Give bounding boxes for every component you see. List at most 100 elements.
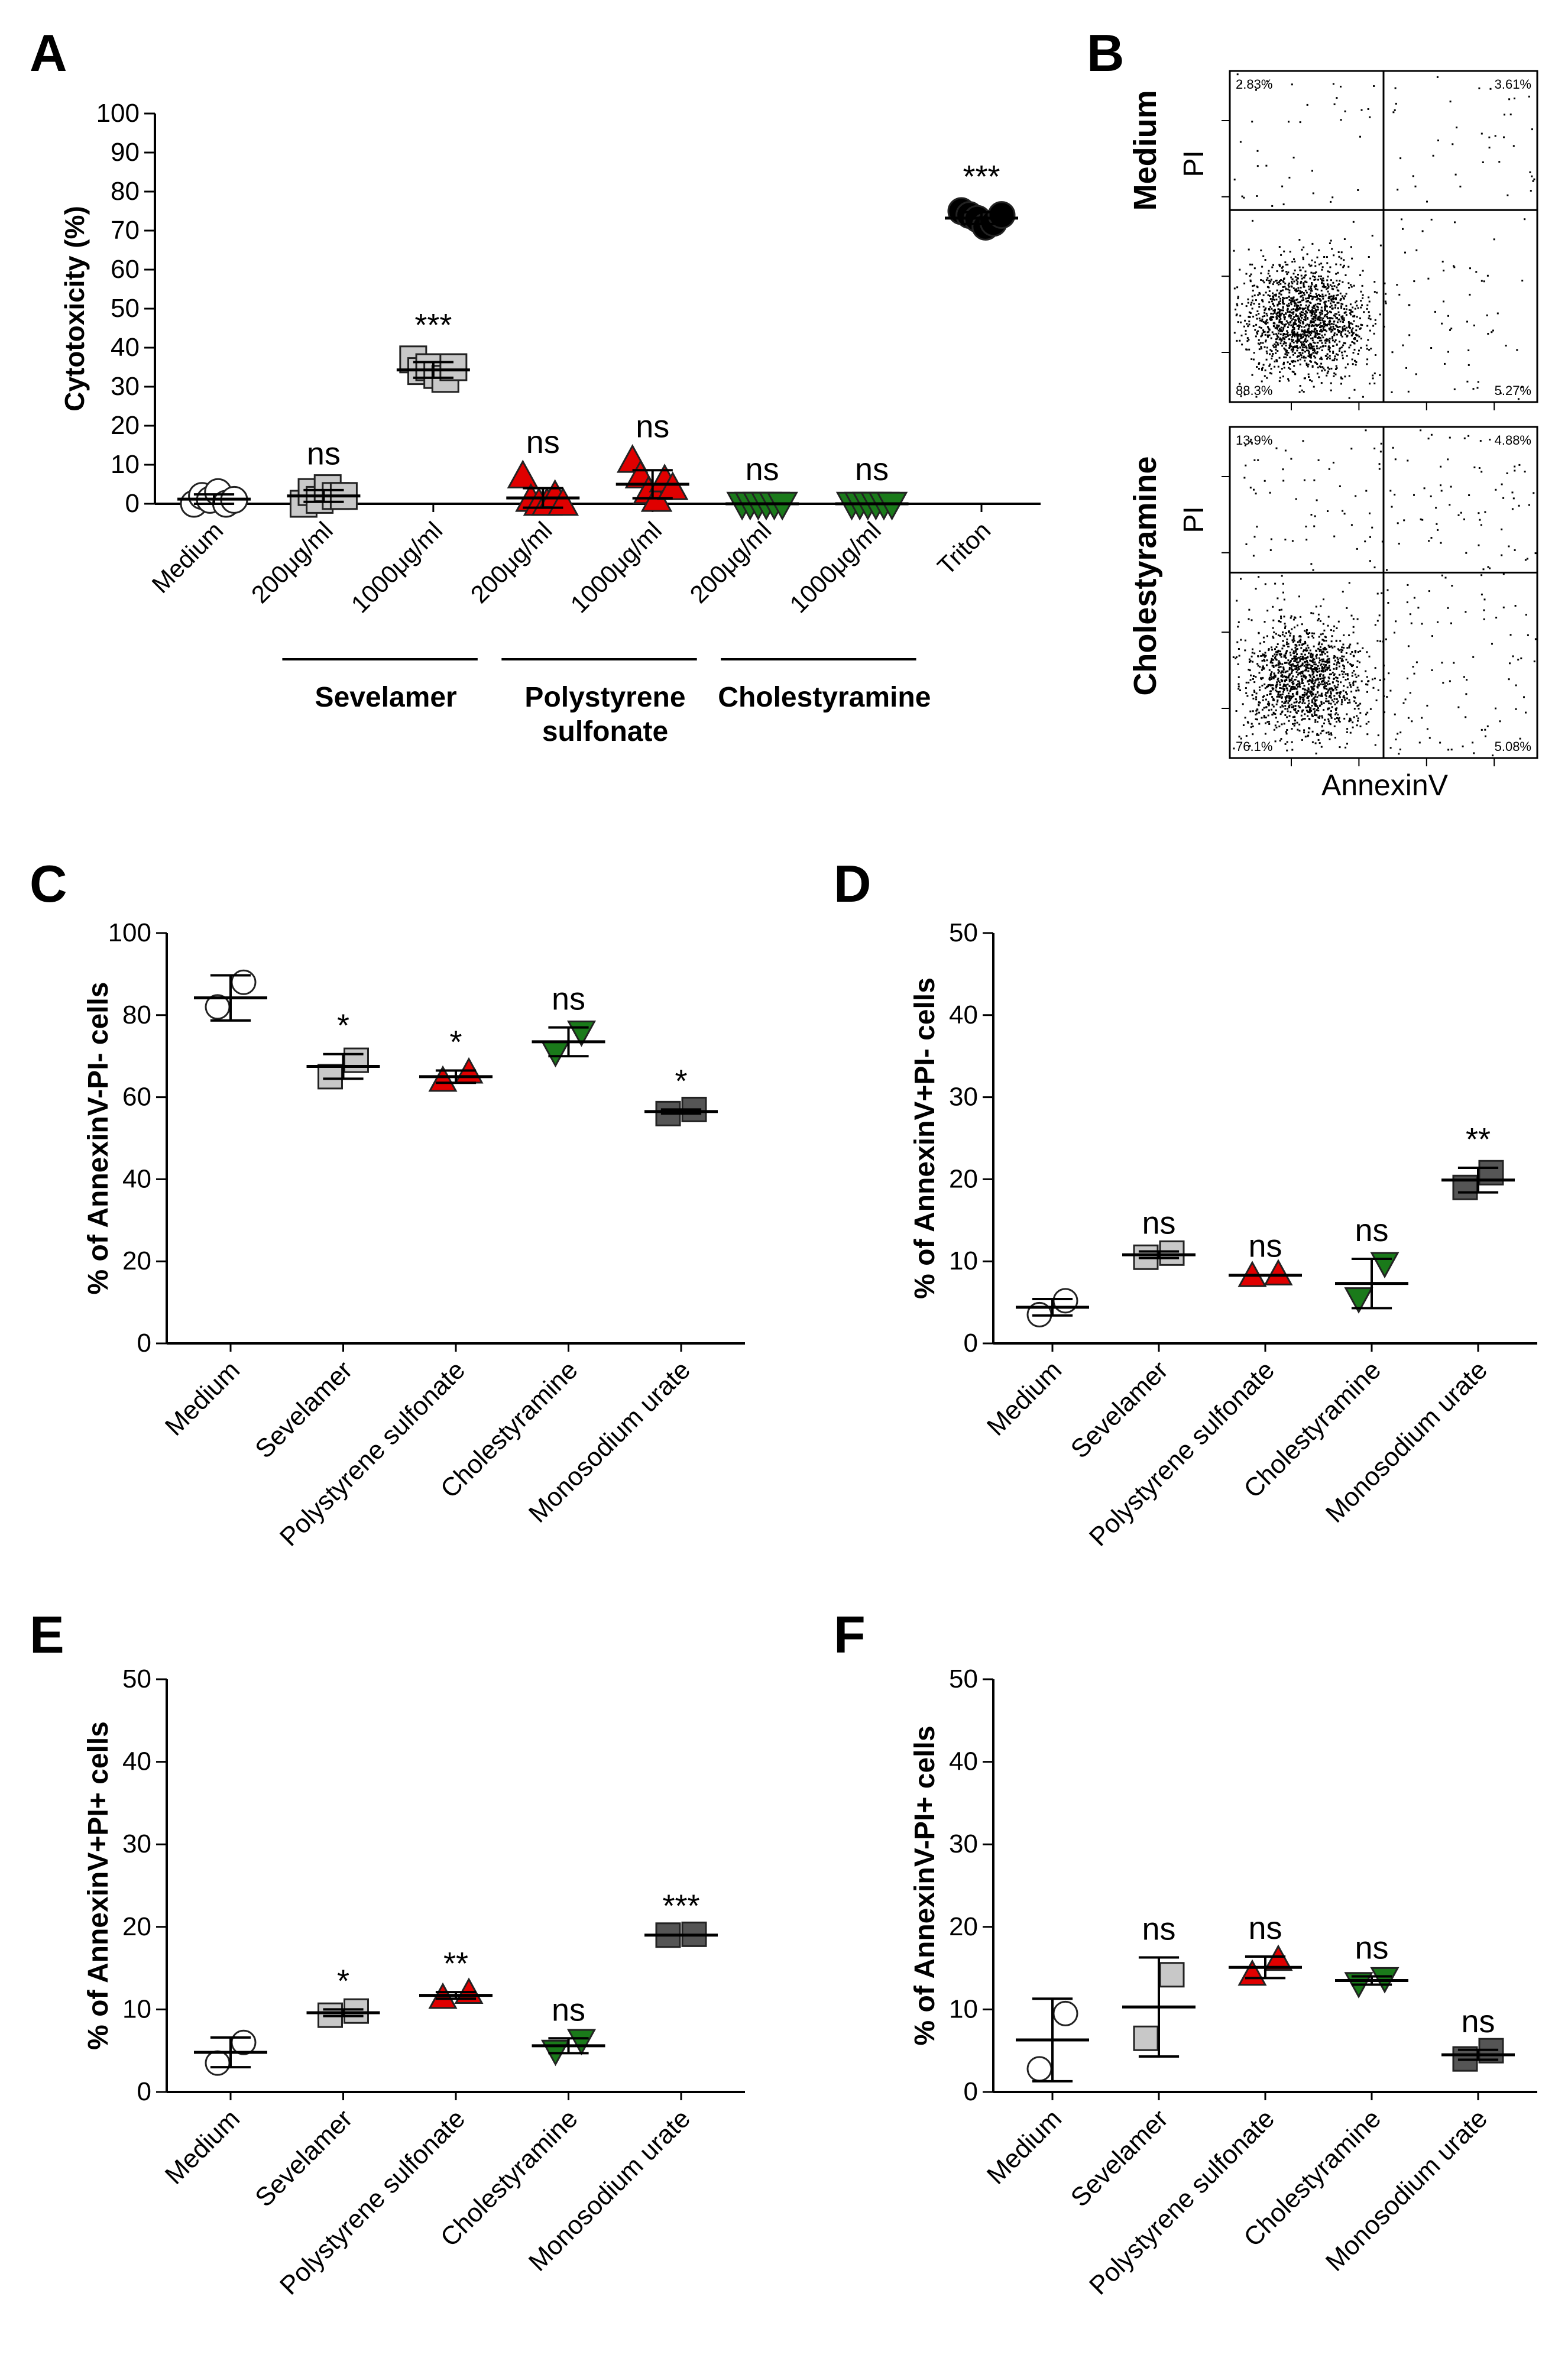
event-dot — [1444, 577, 1447, 579]
event-dot — [1304, 653, 1306, 656]
event-dot — [1292, 723, 1294, 725]
event-dot — [1262, 294, 1265, 296]
event-dot — [1279, 309, 1281, 311]
event-dot — [1401, 218, 1402, 221]
event-dot — [1282, 281, 1285, 283]
y-axis-label: % of AnnexinV+PI+ cells — [83, 1721, 114, 2050]
event-dot — [1301, 343, 1303, 345]
event-dot — [1294, 679, 1296, 681]
event-dot — [1319, 646, 1321, 648]
event-dot — [1312, 672, 1314, 675]
event-dot — [1309, 667, 1311, 669]
event-dot — [1303, 479, 1305, 481]
event-dot — [1337, 700, 1339, 702]
event-dot — [1339, 264, 1342, 266]
event-dot — [1478, 512, 1480, 514]
event-dot — [1266, 277, 1269, 279]
event-dot — [1509, 114, 1512, 116]
event-dot — [1378, 463, 1381, 465]
event-dot — [1337, 648, 1339, 650]
event-dot — [1280, 293, 1282, 296]
y-tick-label: 100 — [96, 99, 140, 128]
event-dot — [1270, 312, 1272, 315]
event-dot — [1307, 711, 1310, 713]
event-dot — [1368, 315, 1371, 317]
event-dot — [1293, 331, 1295, 333]
event-dot — [1260, 250, 1262, 251]
event-dot — [1313, 296, 1315, 298]
event-dot — [1271, 659, 1273, 662]
event-dot — [1302, 671, 1304, 673]
event-dot — [1317, 303, 1320, 305]
event-dot — [1337, 311, 1340, 313]
event-dot — [1373, 448, 1376, 449]
event-dot — [1268, 669, 1271, 671]
event-dot — [1279, 265, 1281, 267]
event-dot — [1294, 660, 1297, 662]
event-dot — [1316, 657, 1318, 659]
event-dot — [1320, 278, 1322, 280]
event-dot — [1268, 270, 1270, 272]
event-dot — [1534, 552, 1537, 555]
event-dot — [1288, 299, 1291, 301]
event-dot — [1311, 632, 1313, 634]
event-dot — [1271, 671, 1273, 673]
event-dot — [1330, 311, 1332, 313]
event-dot — [1331, 248, 1333, 250]
event-dot — [1334, 703, 1336, 705]
event-dot — [1303, 308, 1305, 310]
event-dot — [1252, 710, 1254, 712]
event-dot — [1287, 659, 1290, 662]
event-dot — [1262, 320, 1265, 323]
event-dot — [1417, 607, 1420, 609]
event-dot — [1480, 574, 1483, 577]
event-dot — [1295, 665, 1297, 667]
x-tick-label-polystyrene-sulfonate: Polystyrene sulfonate — [274, 1355, 471, 1552]
event-dot — [1313, 329, 1316, 331]
event-dot — [1298, 672, 1300, 675]
data-point — [428, 1065, 458, 1092]
event-dot — [1514, 605, 1517, 607]
event-dot — [1275, 348, 1277, 351]
event-dot — [1262, 280, 1264, 282]
event-dot — [1323, 325, 1326, 328]
event-dot — [1487, 333, 1489, 335]
event-dot — [1333, 646, 1336, 647]
event-dot — [1263, 667, 1265, 669]
significance-label: *** — [662, 1888, 699, 1923]
event-dot — [1336, 627, 1338, 629]
event-dot — [1339, 280, 1341, 282]
event-dot — [1311, 337, 1314, 339]
event-dot — [1518, 504, 1520, 507]
event-dot — [1449, 504, 1451, 506]
event-dot — [1284, 700, 1287, 702]
event-dot — [1291, 540, 1294, 542]
event-dot — [1443, 270, 1445, 272]
event-dot — [1275, 689, 1277, 692]
event-dot — [1364, 540, 1366, 543]
event-dot — [1282, 669, 1285, 671]
event-dot — [1261, 659, 1264, 662]
event-dot — [1275, 690, 1278, 692]
event-dot — [1428, 737, 1431, 739]
event-dot — [1295, 648, 1298, 650]
event-dot — [1414, 185, 1417, 187]
event-dot — [1305, 658, 1307, 660]
event-dot — [1298, 684, 1301, 686]
event-dot — [1319, 659, 1321, 662]
event-dot — [1299, 307, 1301, 310]
event-dot — [1342, 329, 1344, 332]
event-dot — [1347, 661, 1349, 663]
event-dot — [1508, 678, 1510, 681]
event-dot — [1272, 295, 1274, 297]
event-dot — [1392, 111, 1395, 114]
event-dot — [1300, 286, 1302, 289]
event-dot — [1341, 377, 1343, 380]
significance-label: ns — [1355, 1931, 1388, 1966]
event-dot — [1280, 617, 1282, 620]
event-dot — [1275, 709, 1277, 711]
event-dot — [1296, 339, 1298, 341]
event-dot — [1288, 692, 1290, 695]
series-polystyrene-sulfonate: ns — [1229, 1910, 1302, 1986]
event-dot — [1304, 318, 1307, 320]
